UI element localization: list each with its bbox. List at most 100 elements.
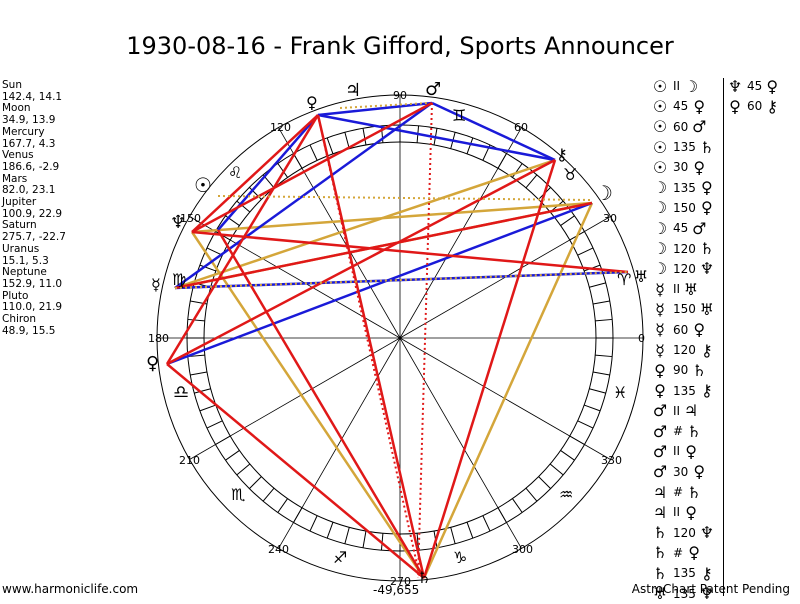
- planet-name-uranus: Uranus: [2, 242, 40, 255]
- degree-tick: [206, 247, 223, 256]
- aspect-line: [216, 229, 426, 579]
- aspect-p1: ☉: [652, 76, 668, 96]
- aspect-p2: ♅: [699, 299, 715, 319]
- aspect-row: ☉ 30 ♀: [651, 157, 716, 177]
- aspect-num: #: [673, 545, 684, 560]
- aspect-p1: ♂: [652, 421, 668, 441]
- degree-tick: [592, 371, 610, 376]
- aspect-p1: ☽: [652, 218, 668, 238]
- degree-tick: [592, 300, 610, 305]
- degree-tick: [512, 498, 523, 513]
- planet-name-chiron: Chiron: [2, 313, 37, 326]
- aspect-line-dotted: [317, 114, 421, 579]
- degree-label-330: 330: [601, 454, 622, 467]
- aspect-p2: ♀: [685, 441, 697, 461]
- libra-glyph: ♎: [173, 382, 189, 403]
- aspect-num: II: [673, 444, 681, 459]
- aspect-p2: ☽: [683, 76, 699, 96]
- aspect-num: 90: [673, 363, 689, 378]
- aspect-num: 120: [673, 525, 696, 540]
- aspect-p1: ♃: [652, 502, 668, 522]
- degree-label-300: 300: [512, 543, 533, 556]
- aspect-p2: ♄: [692, 360, 707, 380]
- aspect-row: ☽ 45 ♂: [651, 218, 716, 238]
- aspect-list: ☉ II ☽ ☉ 45 ♀ ☉ 60 ♂ ☉ 135 ♄ ☉ 30 ♀ ☽ 135 ♀ ☽ 150 ♀ ☽ 4…: [651, 76, 716, 604]
- aspect-p2: ♀: [693, 157, 706, 177]
- degree-tick: [512, 163, 523, 178]
- footer-value: -49,655: [373, 583, 420, 597]
- degree-tick: [549, 463, 564, 476]
- aspect-p1: ☽: [652, 259, 668, 279]
- aspect-num: 60: [673, 322, 689, 337]
- aspect-p1: ♂: [652, 441, 668, 461]
- aspect-p1: ♅: [652, 584, 668, 604]
- aspect-p1: ☿: [655, 299, 665, 319]
- jupiter-glyph: ♃: [345, 80, 361, 101]
- sign-division-line: [278, 337, 401, 549]
- degree-tick: [199, 404, 216, 412]
- aspect-p2: ⚷: [766, 96, 779, 116]
- aspect-p2: ♀: [701, 198, 713, 218]
- aspect-p1: ♂: [652, 401, 668, 421]
- degree-tick: [262, 487, 275, 502]
- degree-tick: [577, 420, 594, 429]
- sign-division-line: [189, 337, 401, 460]
- sign-division-line: [399, 337, 522, 549]
- degree-tick: [326, 137, 334, 154]
- aspect-p2: ♀: [685, 502, 697, 522]
- mercury-glyph: ☿: [151, 275, 161, 294]
- aspect-row: ♄ 120 ♆: [651, 523, 716, 543]
- aspect-row: ♂ II ♀: [651, 441, 716, 461]
- planet-name-venus: Venus: [2, 149, 34, 162]
- aspect-row: ♂ # ♄: [651, 421, 716, 441]
- degree-tick: [362, 128, 367, 146]
- aspect-line: [422, 159, 557, 579]
- aspect-row: ☽ 150 ♀: [651, 198, 716, 218]
- degree-tick: [560, 215, 575, 226]
- aspect-p2: ⚷: [701, 563, 713, 583]
- aspect-num: 45: [673, 99, 689, 114]
- aspect-row: ♀ 90 ♄: [651, 360, 716, 380]
- planet-pos-neptune: 152.9, 11.0: [2, 277, 63, 290]
- aspect-p1: ♀: [654, 381, 666, 401]
- aspect-p2: ♆: [699, 584, 715, 604]
- aspect-row: ☿ II ♅: [651, 279, 716, 299]
- footer-website-link[interactable]: www.harmoniclife.com: [2, 582, 139, 596]
- planet-pos-sun: 142.4, 14.1: [2, 90, 63, 103]
- aspect-p2: ⚷: [701, 381, 713, 401]
- degree-tick: [595, 354, 613, 358]
- planet-name-mars: Mars: [2, 172, 28, 185]
- aspect-row: ☽ 135 ♀: [651, 177, 716, 197]
- aspect-num: II: [673, 403, 681, 418]
- degree-tick: [584, 404, 601, 412]
- aspect-row: ☿ 150 ♅: [651, 299, 716, 319]
- aspect-num: 120: [673, 343, 696, 357]
- aspect-num: 150: [673, 200, 696, 215]
- degree-label-0: 0: [638, 332, 645, 345]
- planet-pos-mars: 82.0, 23.1: [2, 184, 56, 197]
- aspect-line: [431, 101, 556, 162]
- planet-pos-chiron: 48.9, 15.5: [2, 324, 56, 337]
- aspect-p1: ☽: [652, 178, 668, 198]
- aspect-row: ♄ # ♀: [651, 543, 716, 563]
- aspect-p1: ♄: [652, 523, 668, 543]
- aspect-line: [191, 201, 593, 234]
- degree-tick: [344, 527, 350, 544]
- degree-tick: [206, 420, 223, 429]
- degree-label-180: 180: [148, 332, 169, 345]
- aspect-num: 135: [673, 180, 696, 195]
- aspect-num: 150: [673, 302, 696, 317]
- planet-pos-pluto: 110.0, 21.9: [2, 301, 63, 314]
- aspect-line: [174, 101, 433, 290]
- aspect-num: #: [673, 424, 684, 439]
- aspect-line: [190, 231, 426, 579]
- planet-name-neptune: Neptune: [2, 266, 47, 279]
- planet-name-mercury: Mercury: [2, 125, 45, 138]
- aspect-p2: ♀: [693, 320, 706, 340]
- aspect-row: ♄ 135 ⚷: [651, 563, 716, 583]
- aspect-row: ☽ 120 ♄: [651, 238, 716, 258]
- aspect-num: #: [673, 485, 684, 500]
- planet-pos-moon: 34.9, 13.9: [2, 114, 56, 127]
- capricorn-glyph: ♑: [453, 548, 467, 567]
- pluto-glyph: ♀: [306, 93, 318, 112]
